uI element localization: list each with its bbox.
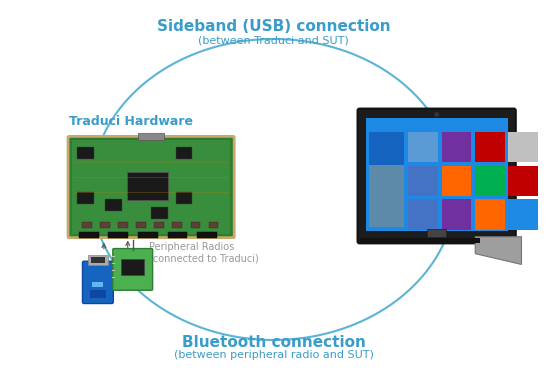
Bar [77,147,94,159]
Bar [151,207,167,219]
Bar [118,222,128,228]
FancyBboxPatch shape [83,261,113,304]
Bar [475,132,505,162]
Bar [138,232,158,238]
Bar [441,132,472,162]
Bar [126,172,167,200]
Bar [427,229,446,237]
Bar [121,260,144,276]
Bar [90,290,106,298]
Bar [369,166,404,227]
Bar [77,192,94,204]
Bar [136,222,146,228]
Bar [408,132,438,162]
Bar [176,192,192,204]
Bar [100,222,110,228]
Bar [79,232,98,238]
Text: Sideband (USB) connection: Sideband (USB) connection [156,19,391,34]
Bar [154,222,164,228]
Bar [108,232,128,238]
Bar [475,166,505,196]
Bar [91,257,105,263]
Bar [138,133,164,140]
FancyBboxPatch shape [68,136,234,238]
Bar [88,255,108,265]
Bar [92,282,103,287]
Bar [105,199,121,211]
Bar [508,166,538,196]
Bar [475,199,505,230]
Bar [82,222,92,228]
Polygon shape [475,237,521,265]
Text: Traduci Hardware: Traduci Hardware [69,116,193,128]
Bar [408,166,438,196]
Text: (connected to Traduci): (connected to Traduci) [149,254,258,263]
Bar [441,199,472,230]
Circle shape [434,112,439,117]
Bar [72,140,230,234]
Bar [197,232,217,238]
Bar [369,132,404,227]
Bar [167,232,187,238]
Text: (between Traduci and SUT): (between Traduci and SUT) [198,35,349,45]
Bar [508,199,538,230]
Bar [176,147,192,159]
Text: (between peripheral radio and SUT): (between peripheral radio and SUT) [173,350,374,360]
Bar [172,222,182,228]
Text: Peripheral Radios: Peripheral Radios [149,242,234,252]
Bar [359,238,480,243]
Bar [366,118,508,230]
Bar [508,132,538,162]
Bar [208,222,218,228]
Bar [408,199,438,230]
Text: Bluetooth connection: Bluetooth connection [182,335,365,350]
FancyBboxPatch shape [358,109,516,243]
FancyBboxPatch shape [113,249,153,290]
Bar [441,166,472,196]
Bar [190,222,200,228]
